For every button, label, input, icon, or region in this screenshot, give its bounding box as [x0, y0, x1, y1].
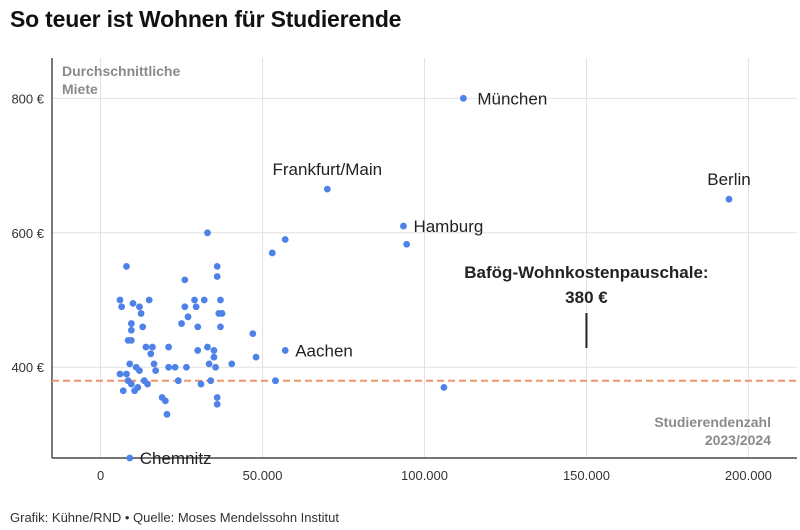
data-point-labeled — [126, 454, 134, 462]
data-point — [123, 370, 130, 378]
data-point — [183, 363, 190, 371]
data-point — [161, 397, 169, 405]
data-point — [136, 367, 143, 375]
data-point — [197, 380, 205, 388]
data-point — [272, 377, 279, 385]
data-point — [136, 303, 143, 311]
x-tick-label: 100.000 — [401, 468, 448, 483]
x-axis-label-line2: 2023/2024 — [705, 432, 771, 448]
data-point — [118, 303, 126, 311]
data-point — [440, 384, 448, 391]
data-points — [116, 94, 733, 462]
data-point — [134, 384, 142, 391]
data-point — [249, 330, 257, 338]
tick-labels: 0 50.000 100.000 150.000 200.000 400 € 600 € 80… — [11, 91, 771, 483]
y-tick-label: 800 € — [11, 91, 44, 106]
data-point — [171, 363, 179, 371]
data-point — [142, 343, 150, 351]
data-point — [163, 410, 171, 418]
data-point-labeled — [400, 222, 407, 230]
x-tick-label: 200.000 — [725, 468, 772, 483]
data-point — [184, 313, 192, 321]
data-point — [204, 343, 211, 351]
data-point — [127, 380, 135, 388]
data-point — [281, 236, 289, 243]
data-point — [116, 370, 124, 378]
data-point — [191, 296, 198, 304]
data-point — [252, 353, 260, 361]
data-point — [165, 343, 173, 351]
data-point — [149, 343, 156, 351]
data-point — [228, 360, 236, 368]
source-footer: Grafik: Kühne/RND • Quelle: Moses Mendel… — [10, 510, 339, 525]
data-point — [213, 394, 221, 401]
data-point — [213, 273, 221, 280]
page-title: So teuer ist Wohnen für Studierende — [10, 6, 402, 32]
data-point — [181, 276, 189, 284]
y-tick-label: 600 € — [11, 226, 44, 241]
data-point — [213, 263, 221, 270]
data-point — [147, 350, 155, 358]
data-point — [194, 323, 202, 331]
data-point-labeled — [323, 185, 331, 193]
data-point — [207, 377, 215, 385]
y-tick-label: 400 € — [11, 360, 44, 375]
data-point — [174, 377, 182, 385]
data-point — [218, 310, 226, 317]
data-point — [213, 400, 221, 408]
data-point — [181, 303, 189, 311]
y-axis-label-line1: Durchschnittliche — [62, 63, 180, 79]
city-label: Frankfurt/Main — [273, 160, 383, 179]
data-point — [150, 360, 158, 368]
x-tick-label: 50.000 — [243, 468, 283, 483]
data-point — [145, 296, 153, 304]
x-tick-label: 150.000 — [563, 468, 610, 483]
city-label: Hamburg — [413, 217, 483, 236]
data-point — [144, 380, 151, 388]
x-axis-label-line1: Studierendenzahl — [654, 414, 771, 430]
data-point — [152, 367, 160, 375]
grid-lines — [52, 58, 797, 458]
x-tick-label: 0 — [97, 468, 104, 483]
data-point-labeled — [281, 347, 289, 354]
data-point-labeled — [725, 195, 733, 203]
data-point — [139, 323, 147, 331]
data-point — [127, 336, 135, 344]
data-point — [217, 323, 224, 331]
data-point — [204, 229, 211, 237]
data-point — [212, 363, 219, 371]
data-point — [192, 303, 200, 311]
data-point — [200, 296, 208, 304]
city-label: München — [477, 89, 547, 108]
data-point — [127, 320, 135, 327]
city-label: Berlin — [707, 170, 750, 189]
data-point — [194, 347, 202, 354]
data-point — [129, 299, 137, 307]
y-axis-label-line2: Miete — [62, 81, 98, 97]
axes — [51, 58, 797, 459]
data-point — [403, 240, 411, 248]
city-labels: München Berlin Frankfurt/Main Hamburg Aachen… — [140, 89, 751, 468]
data-point — [178, 320, 185, 327]
annotation-line1: Bafög-Wohnkostenpauschale: — [464, 263, 708, 282]
data-point — [119, 387, 127, 395]
city-label: Chemnitz — [140, 449, 212, 468]
data-point-labeled — [459, 94, 467, 102]
data-point — [210, 347, 218, 354]
data-point — [165, 363, 173, 371]
data-point — [127, 326, 135, 334]
city-label: Aachen — [295, 341, 353, 360]
data-point — [126, 360, 134, 368]
data-point — [116, 296, 124, 304]
data-point — [137, 310, 145, 317]
data-point — [123, 263, 130, 270]
data-point — [268, 249, 276, 257]
data-point — [217, 296, 224, 304]
annotation-line2: 380 € — [565, 288, 608, 307]
data-point — [205, 360, 213, 368]
data-point — [210, 353, 218, 361]
